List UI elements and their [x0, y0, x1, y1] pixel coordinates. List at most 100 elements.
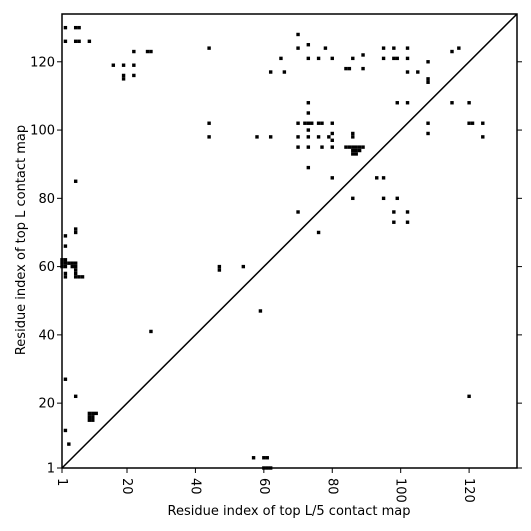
contact-point [416, 70, 420, 74]
contact-point [255, 135, 259, 139]
contact-point [426, 77, 430, 81]
x-tick-label: 20 [119, 478, 134, 495]
contact-point [330, 121, 334, 125]
contact-point [207, 135, 211, 139]
contact-point [87, 415, 92, 419]
contact-point [73, 271, 78, 276]
contact-point [395, 196, 399, 201]
contact-point [73, 39, 78, 44]
contact-point [361, 66, 365, 71]
contact-point [392, 46, 396, 50]
contact-point [279, 56, 283, 61]
contact-point [405, 101, 410, 105]
contact-point [310, 121, 314, 125]
contact-point [94, 411, 98, 416]
contact-point [306, 128, 311, 132]
contact-point [63, 271, 68, 276]
contact-point [381, 56, 386, 61]
contact-point [145, 49, 150, 54]
contact-point [306, 121, 311, 125]
contact-point [265, 456, 269, 460]
contact-point [351, 152, 355, 156]
contact-point [351, 145, 355, 149]
contact-point [327, 135, 331, 139]
contact-point [306, 145, 311, 149]
contact-point [63, 275, 68, 279]
contact-point [73, 25, 78, 30]
contact-point [347, 145, 352, 149]
contact-point [395, 56, 399, 61]
contact-point [63, 428, 68, 433]
contact-point [344, 66, 348, 71]
contact-point [296, 210, 300, 214]
contact-point [381, 196, 386, 201]
contact-point [296, 46, 300, 50]
contact-point [63, 39, 68, 44]
contact-point [80, 275, 85, 279]
contact-point [354, 145, 358, 149]
contact-point [361, 145, 365, 149]
contact-point [149, 49, 153, 54]
contact-point [316, 56, 321, 61]
contact-point [63, 244, 68, 248]
x-axis-label: Residue index of top L/5 contact map [168, 504, 411, 519]
contact-point [306, 165, 311, 170]
contact-point [63, 264, 68, 269]
contact-point [361, 53, 365, 57]
y-tick-label: 60 [38, 260, 55, 275]
contact-point [426, 80, 430, 84]
contact-point [303, 121, 307, 125]
contact-point [63, 258, 68, 262]
contact-point [217, 268, 222, 272]
contact-point [395, 101, 399, 105]
contact-point [121, 73, 126, 78]
contact-point [351, 148, 355, 153]
contact-point [457, 46, 461, 50]
plot-frame [61, 13, 518, 469]
y-tick-label: 40 [38, 328, 55, 343]
contact-point [351, 135, 355, 139]
contact-point [405, 70, 410, 74]
contact-point [73, 275, 78, 279]
contact-point [316, 135, 321, 139]
contact-point [207, 121, 211, 125]
x-tick-label: 1 [54, 478, 69, 486]
contact-point [381, 176, 386, 180]
contact-point [282, 70, 287, 74]
contact-point [73, 230, 78, 235]
contact-point [450, 101, 454, 105]
contact-point [306, 56, 311, 61]
y-tick-label: 120 [30, 55, 55, 70]
contact-point [316, 230, 321, 235]
contact-point [67, 261, 71, 265]
contact-point [77, 39, 81, 44]
contact-point [91, 418, 95, 422]
contact-point [330, 56, 334, 61]
contact-point [91, 411, 95, 416]
y-tick-label: 80 [38, 192, 55, 207]
x-tick-label: 80 [324, 478, 339, 495]
contact-point [354, 152, 358, 156]
contact-point [258, 309, 263, 313]
contact-point [63, 25, 68, 30]
contact-point [73, 394, 78, 399]
contact-point [375, 176, 379, 180]
contact-point [470, 121, 475, 125]
contact-point [351, 196, 355, 201]
contact-point [132, 49, 136, 54]
contact-point [63, 377, 68, 381]
contact-point [73, 179, 78, 183]
contact-point [467, 101, 471, 105]
contact-point [268, 135, 273, 139]
contact-point [330, 138, 334, 142]
y-tick-label: 1 [47, 462, 55, 477]
contact-point [405, 220, 410, 224]
contact-point [87, 418, 92, 422]
contact-point [73, 261, 78, 265]
contact-point [132, 73, 136, 78]
contact-point [296, 32, 300, 37]
contact-point [347, 66, 352, 71]
contact-point [306, 111, 311, 115]
